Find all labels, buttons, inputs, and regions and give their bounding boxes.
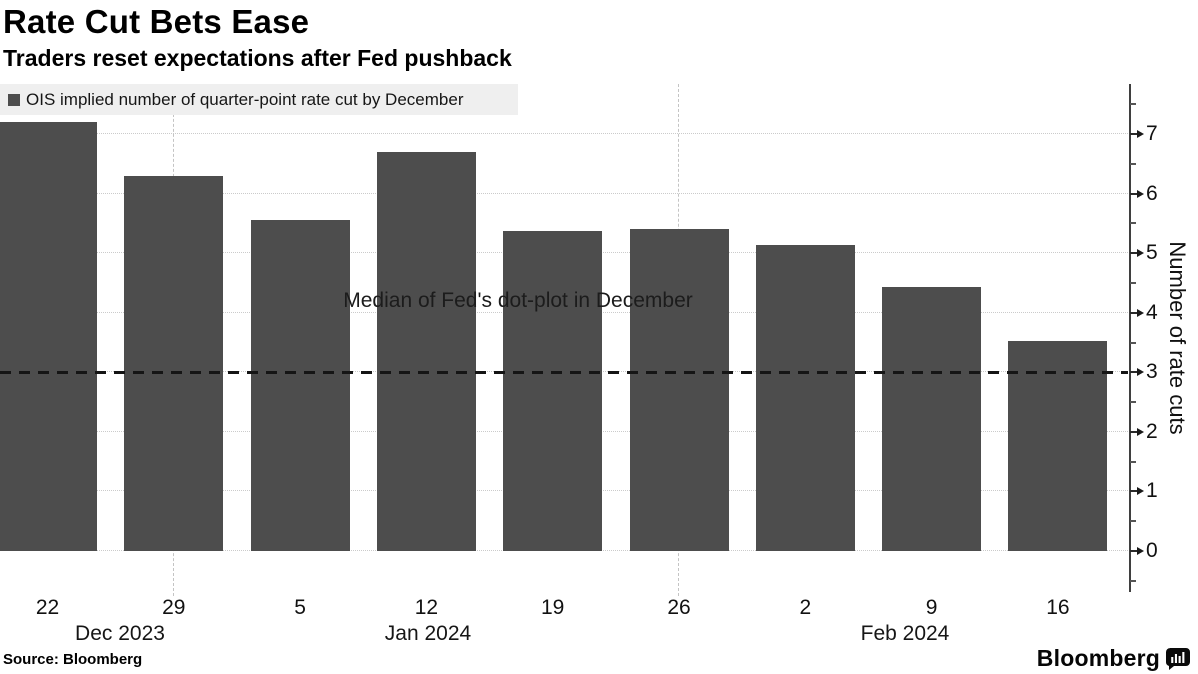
y-axis-title: Number of rate cuts <box>1165 241 1190 435</box>
x-tick-label-dec-22: 22 <box>35 596 60 619</box>
month-label-feb-2024: Feb 2024 <box>860 622 950 645</box>
x-tick-label-jan-12: 12 <box>414 596 439 619</box>
y-minor-tick <box>1130 222 1136 225</box>
median-annotation: Median of Fed's dot-plot in December <box>343 289 693 312</box>
bloomberg-logo-icon <box>1166 647 1190 670</box>
y-tick-label-2: 2 <box>1146 419 1158 443</box>
y-tick-label-7: 7 <box>1146 122 1158 145</box>
y-tick-arrow-icon <box>1137 368 1144 377</box>
y-tick-label-3: 3 <box>1146 360 1158 384</box>
y-minor-tick <box>1130 520 1136 523</box>
month-label-dec-2023: Dec 2023 <box>75 622 165 645</box>
bar-jan-5 <box>250 220 350 551</box>
y-major-tick-7 <box>1130 133 1139 135</box>
y-tick-label-1: 1 <box>1146 479 1158 503</box>
chart-title: Rate Cut Bets Ease <box>3 3 310 40</box>
x-tick-label-feb-2: 2 <box>799 596 812 619</box>
y-tick-arrow-icon <box>1137 487 1144 496</box>
y-minor-tick <box>1130 579 1136 582</box>
x-tick-label-jan-5: 5 <box>294 596 306 619</box>
y-axis-line <box>1129 84 1131 592</box>
y-minor-tick <box>1130 162 1136 165</box>
y-major-tick-0 <box>1130 550 1139 552</box>
x-tick-label-jan-26: 26 <box>667 596 691 619</box>
y-minor-tick <box>1130 103 1136 106</box>
bloomberg-brand: Bloomberg <box>1037 645 1190 672</box>
y-tick-arrow-icon <box>1137 427 1144 436</box>
y-tick-arrow-icon <box>1137 547 1144 555</box>
month-label-jan-2024: Jan 2024 <box>384 622 472 645</box>
legend-label: OIS implied number of quarter-point rate… <box>26 89 464 109</box>
bar-jan-19 <box>503 231 603 551</box>
y-major-tick-3 <box>1130 371 1139 374</box>
y-tick-label-4: 4 <box>1146 300 1158 324</box>
median-dashed-line <box>0 370 1128 374</box>
bar-feb-2 <box>755 245 855 551</box>
y-minor-tick <box>1130 341 1136 344</box>
x-tick-label-dec-29: 29 <box>162 596 186 619</box>
gridline-y-7 <box>0 133 1130 134</box>
y-tick-label-5: 5 <box>1146 241 1158 265</box>
bar-jan-12 <box>376 151 476 551</box>
y-major-tick-4 <box>1130 311 1139 314</box>
y-minor-tick <box>1130 460 1136 463</box>
bar-jan-26 <box>629 229 729 551</box>
y-minor-tick <box>1130 401 1136 404</box>
y-major-tick-5 <box>1130 252 1139 255</box>
bar-dec-29 <box>124 175 224 551</box>
y-major-tick-1 <box>1130 490 1139 493</box>
legend-swatch-icon <box>8 93 20 106</box>
x-tick-label-jan-19: 19 <box>541 596 565 619</box>
y-tick-arrow-icon <box>1137 130 1144 138</box>
chart-subtitle: Traders reset expectations after Fed pus… <box>3 45 512 71</box>
bar-feb-9 <box>882 287 982 551</box>
bloomberg-wordmark: Bloomberg <box>1036 645 1160 671</box>
y-tick-arrow-icon <box>1137 308 1144 317</box>
source-note: Source: Bloomberg <box>3 651 143 668</box>
y-tick-arrow-icon <box>1137 189 1144 198</box>
y-tick-label-6: 6 <box>1146 181 1158 205</box>
x-tick-label-feb-9: 9 <box>925 596 938 619</box>
y-tick-arrow-icon <box>1137 249 1144 258</box>
bar-dec-22 <box>0 122 97 551</box>
y-minor-tick <box>1130 281 1136 284</box>
y-major-tick-6 <box>1130 192 1139 195</box>
bar-feb-16 <box>1008 341 1108 551</box>
legend: OIS implied number of quarter-point rate… <box>0 84 518 115</box>
y-tick-label-0: 0 <box>1146 539 1158 562</box>
x-tick-label-feb-16: 16 <box>1046 596 1070 619</box>
gridline-y-6 <box>0 192 1130 194</box>
y-major-tick-2 <box>1130 430 1139 433</box>
